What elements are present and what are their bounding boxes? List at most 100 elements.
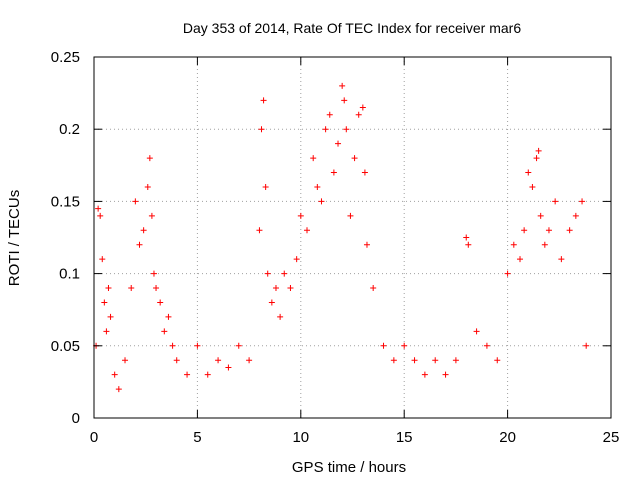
data-point <box>330 169 337 176</box>
data-point <box>103 328 110 335</box>
data-point <box>264 270 271 277</box>
data-point <box>184 371 191 378</box>
chart-title: Day 353 of 2014, Rate Of TEC Index for r… <box>183 20 521 36</box>
data-point <box>463 234 470 241</box>
data-point <box>111 371 118 378</box>
data-point <box>552 198 559 205</box>
data-point <box>432 357 439 364</box>
data-point <box>310 155 317 162</box>
data-point <box>268 299 275 306</box>
data-point <box>411 357 418 364</box>
data-point <box>533 155 540 162</box>
data-point <box>314 183 321 190</box>
data-point <box>421 371 428 378</box>
data-point <box>525 169 532 176</box>
data-point <box>361 169 368 176</box>
x-tick-label: 25 <box>603 429 620 446</box>
data-point <box>169 342 176 349</box>
data-point <box>144 183 151 190</box>
data-point <box>95 205 102 212</box>
x-tick-label: 5 <box>193 429 201 446</box>
y-tick-label: 0.1 <box>59 266 80 283</box>
data-point <box>115 386 122 393</box>
data-point <box>277 313 284 320</box>
data-point <box>572 212 579 219</box>
data-point <box>521 227 528 234</box>
data-point <box>566 227 573 234</box>
data-point <box>165 313 172 320</box>
data-point <box>287 285 294 292</box>
data-point <box>304 227 311 234</box>
data-point <box>583 342 590 349</box>
data-point <box>322 126 329 133</box>
data-point <box>517 256 524 263</box>
data-point <box>132 198 139 205</box>
x-tick-label: 10 <box>292 429 309 446</box>
data-point <box>153 285 160 292</box>
y-tick-label: 0.2 <box>59 121 80 138</box>
data-point <box>204 371 211 378</box>
data-point <box>99 256 106 263</box>
data-point <box>335 140 342 147</box>
data-point <box>380 342 387 349</box>
data-point <box>107 313 114 320</box>
data-point <box>128 285 135 292</box>
data-point <box>122 357 129 364</box>
y-tick-label: 0.25 <box>51 49 80 66</box>
data-point <box>146 155 153 162</box>
data-point <box>194 342 201 349</box>
data-point <box>483 342 490 349</box>
data-point <box>343 126 350 133</box>
data-point <box>535 147 542 154</box>
data-point <box>293 256 300 263</box>
data-point <box>494 357 501 364</box>
data-point <box>246 357 253 364</box>
data-point <box>215 357 222 364</box>
data-point <box>258 126 265 133</box>
data-point <box>148 212 155 219</box>
x-tick-label: 20 <box>499 429 516 446</box>
data-point <box>326 111 333 118</box>
data-point <box>558 256 565 263</box>
data-point <box>442 371 449 378</box>
data-point <box>363 241 370 248</box>
data-point <box>529 183 536 190</box>
data-point <box>401 342 408 349</box>
data-point <box>173 357 180 364</box>
plot-frame <box>93 56 612 419</box>
tick-labels: 0 5 10 15 20 25 0 0.05 0.1 0.15 0.2 0.25 <box>51 49 620 446</box>
data-point <box>101 299 108 306</box>
data-point <box>161 328 168 335</box>
data-point <box>537 212 544 219</box>
data-point <box>452 357 459 364</box>
data-point <box>359 104 366 111</box>
data-point <box>225 364 232 371</box>
data-point <box>347 212 354 219</box>
x-tick-label: 15 <box>396 429 413 446</box>
data-point <box>136 241 143 248</box>
data-point <box>465 241 472 248</box>
data-point <box>351 155 358 162</box>
data-point <box>262 183 269 190</box>
data-point <box>140 227 147 234</box>
data-point <box>256 227 263 234</box>
y-tick-label: 0 <box>72 410 80 427</box>
data-point <box>510 241 517 248</box>
x-axis-label: GPS time / hours <box>292 459 406 476</box>
data-point <box>318 198 325 205</box>
data-point <box>339 82 346 89</box>
data-point <box>260 97 267 104</box>
data-point <box>473 328 480 335</box>
axis-ticks <box>93 56 612 419</box>
data-point <box>150 270 157 277</box>
data-point <box>97 212 104 219</box>
data-point <box>355 111 362 118</box>
data-point <box>272 285 279 292</box>
data-point <box>504 270 511 277</box>
x-tick-label: 0 <box>90 429 98 446</box>
data-point <box>235 342 242 349</box>
data-point <box>281 270 288 277</box>
data-point <box>157 299 164 306</box>
grid <box>94 57 611 418</box>
